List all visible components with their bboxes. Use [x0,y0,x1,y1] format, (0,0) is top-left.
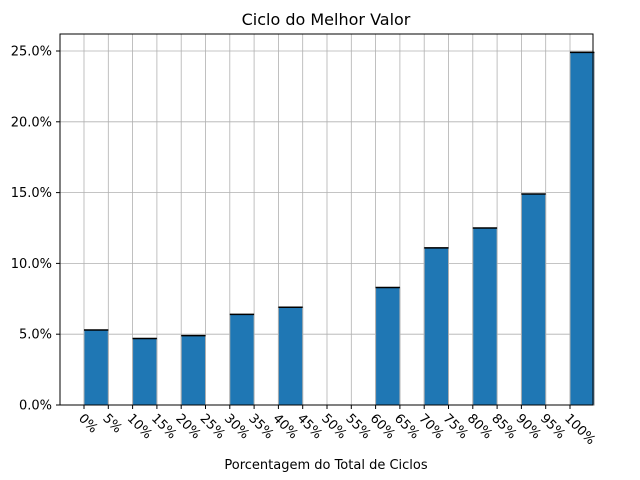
x-axis: 0% 5% 10%15%20%25%30%35%40%45%50%55%60%65%… [75,405,598,448]
x-tick-label: 80% [464,411,495,442]
bar-60pct [375,286,401,406]
x-tick-label: 40% [270,411,301,442]
x-tick-label: 70% [415,411,446,442]
y-tick-label: 25.0% [11,44,52,59]
bar-30pct [229,313,255,406]
x-tick-label: 30% [221,411,252,442]
bar-40pct [277,306,304,406]
x-tick-label: 35% [245,411,276,442]
x-tick-label: 5% [99,411,124,436]
bar-80pct [472,227,498,406]
bar-0pct [83,329,109,406]
bar-70pct [423,247,450,406]
bar-90pct [520,193,547,406]
y-tick-label: 20.0% [11,115,52,130]
x-tick-label: 20% [172,411,203,442]
x-tick-label: 85% [488,411,519,442]
bar-100pct [569,51,595,406]
x-tick-label: 55% [342,411,373,442]
y-tick-label: 15.0% [11,186,52,201]
y-tick-label: 5.0% [19,328,52,343]
bars [83,51,595,406]
x-tick-label: 60% [367,411,398,442]
x-tick-label: 90% [513,411,544,442]
chart-title: Ciclo do Melhor Valor [242,10,411,29]
x-tick-label: 75% [440,411,471,442]
x-tick-label: 10% [124,411,155,442]
bar-10pct [132,337,158,406]
x-tick-label: 25% [197,411,228,442]
bar-20pct [180,335,206,406]
x-axis-label: Porcentagem do Total de Ciclos [224,458,427,473]
y-tick-label: 10.0% [11,257,52,272]
x-tick-label: 0% [75,411,100,436]
x-tick-label: 65% [391,411,422,442]
y-tick-label: 0.0% [19,399,52,414]
x-tick-label: 45% [294,411,325,442]
x-tick-label: 50% [318,411,349,442]
y-axis: 0.0% 5.0% 10.0% 15.0% 20.0% 25.0% [11,44,60,414]
x-tick-label: 95% [537,411,568,442]
x-tick-label: 15% [148,411,179,442]
